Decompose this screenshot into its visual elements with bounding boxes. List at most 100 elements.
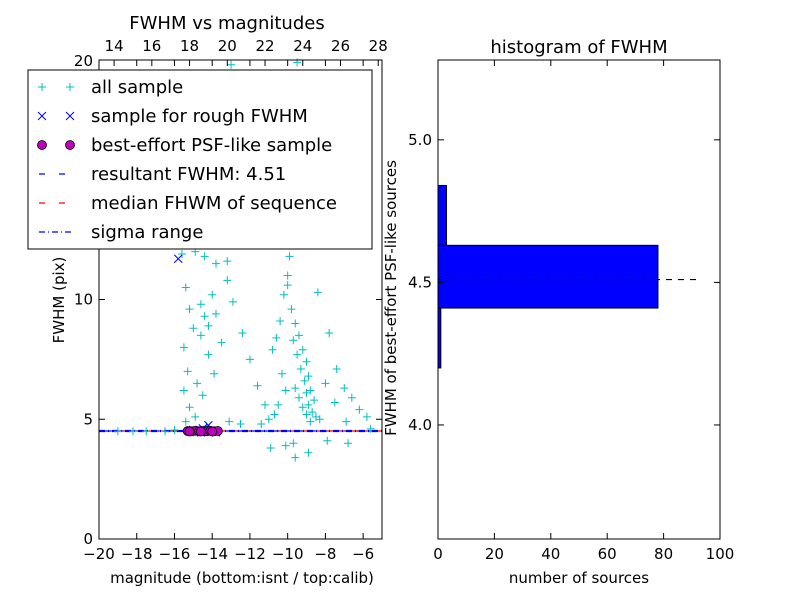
histogram-xtick-label: 0 [433,545,443,563]
series-0-point-84 [342,417,351,426]
histogram-xtick-label: 60 [598,545,617,563]
legend-entries: all sample sample for rough FWHM best-effo… [37,77,337,243]
series-0-point-39 [291,319,300,328]
legend-label: sigma range [91,222,203,243]
series-0-point-25 [223,276,232,285]
scatter-top-xtick-label: 18 [180,37,199,55]
scatter-top-xtick-label: 20 [218,37,237,55]
series-0-point-21 [198,391,207,400]
series-0-point-22 [208,290,217,299]
scatter-top-xtick-label: 26 [331,37,350,55]
series-0-point-58 [302,410,311,419]
series-0-point-28 [245,355,254,364]
series-0-point-96 [257,420,266,429]
series-0-point-42 [302,357,311,366]
scatter-top-xtick-label: 28 [369,37,388,55]
series-0-point-76 [227,60,236,69]
scatter-xlabel: magnitude (bottom:isnt / top:calib) [110,569,374,587]
scatter-ytick-label: 0 [83,530,93,548]
series-0-point-61 [281,386,290,395]
series-0-point-86 [321,379,330,388]
legend-box [27,69,373,250]
histogram-ylabel: FWHM of best-effort PSF-like sources [382,160,400,436]
series-2-point-9 [184,426,195,437]
series-0-point-10 [179,386,188,395]
scatter-tick-layer: −20 −18 −16 −14 −12 −10 −8 −6 14 16 18 20 22 24 26 28 0 5… [74,37,388,563]
legend-label: resultant FWHM: 4.51 [91,164,286,185]
series-0-point-41 [298,345,307,354]
histogram-axes-frame [437,59,721,540]
legend-entry-3: resultant FWHM: 4.51 [39,164,286,185]
histogram-tick-layer: 0 20 40 60 80 100 4.0 4.5 5.0 [408,60,734,563]
scatter-xtick-label: −14 [196,545,228,563]
series-0-point-38 [287,305,296,314]
series-0-point-37 [283,281,292,290]
series-0-point-7 [189,324,198,333]
series-0-point-49 [300,376,309,385]
series-0-point-99 [161,427,170,436]
series-0-point-88 [281,441,290,450]
scatter-top-xtick-label: 22 [255,37,274,55]
histogram-data-layer [437,184,698,369]
scatter-title: FWHM vs magnitudes [129,13,324,34]
scatter-top-xtick-label: 14 [105,37,124,55]
series-0-point-0 [178,249,187,258]
scatter-xtick-label: −6 [352,545,374,563]
legend-marker-2-a [37,140,47,150]
scatter-xtick-label: −8 [314,545,336,563]
series-0-point-59 [306,417,315,426]
series-0-point-82 [355,405,364,414]
scatter-xtick-label: −18 [121,545,153,563]
series-0-point-26 [228,297,237,306]
series-0-point-13 [191,412,200,421]
series-0-point-40 [294,331,303,340]
series-0-point-43 [304,372,313,381]
scatter-ytick-label: 10 [74,291,93,309]
scatter-xtick-label: −10 [272,545,304,563]
series-0-point-4 [223,257,232,266]
legend-label: best-effort PSF-like sample [91,135,332,156]
legend-entry-0: all sample [38,77,183,98]
histogram-ytick-label: 4.5 [408,273,432,291]
series-0-point-95 [236,420,245,429]
series-0-point-52 [308,408,317,417]
legend-label: all sample [91,77,183,98]
series-0-point-100 [142,427,151,436]
series-0-point-101 [113,427,122,436]
histogram-panel: histogram of FWHM 0 20 40 60 80 1004.04.55.0 … [382,37,734,587]
series-0-point-24 [217,338,226,347]
series-0-point-56 [294,393,303,402]
histogram-xtick-label: 80 [654,545,673,563]
series-0-point-6 [185,305,194,314]
series-0-point-34 [279,290,288,299]
series-0-point-94 [366,424,375,433]
series-2-point-10 [195,426,206,437]
legend-label: sample for rough FWHM [91,106,308,127]
series-0-point-83 [362,412,371,421]
series-0-point-81 [347,393,356,402]
series-0-point-35 [283,271,292,280]
legend: all sample sample for rough FWHM best-effo… [27,69,373,250]
series-0-point-5 [181,283,190,292]
legend-marker-0-b [66,83,74,91]
series-0-point-80 [340,384,349,393]
series-0-point-90 [266,443,275,452]
series-0-point-19 [210,369,219,378]
scatter-top-xtick-label: 16 [142,37,161,55]
series-0-point-85 [330,398,339,407]
series-0-point-2 [200,252,209,261]
series-0-point-97 [225,417,234,426]
series-2 [182,425,223,437]
series-0-point-15 [200,312,209,321]
series-0-point-12 [181,417,190,426]
legend-entry-5: sigma range [39,222,203,243]
series-0-point-57 [298,403,307,412]
series-0-point-63 [270,410,279,419]
series-0-point-62 [274,400,283,409]
series-0-point-60 [278,369,287,378]
series-0-point-27 [238,329,247,338]
series-0-point-33 [276,317,285,326]
histogram-xtick-label: 100 [706,545,735,563]
series-0-point-36 [285,252,294,261]
legend-entry-4: median FHWM of sequence [39,193,337,214]
